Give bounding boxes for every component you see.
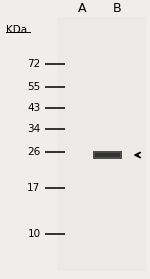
Text: 55: 55 [27,82,40,92]
Text: 10: 10 [27,229,40,239]
Text: 17: 17 [27,183,40,193]
Text: B: B [113,2,121,15]
Text: 26: 26 [27,147,40,157]
Text: KDa: KDa [6,25,27,35]
Text: 72: 72 [27,59,40,69]
Bar [94,153,120,157]
Text: 34: 34 [27,124,40,134]
Text: 43: 43 [27,104,40,114]
Bar [93,151,122,158]
Bar [57,18,146,271]
Text: A: A [78,2,87,15]
